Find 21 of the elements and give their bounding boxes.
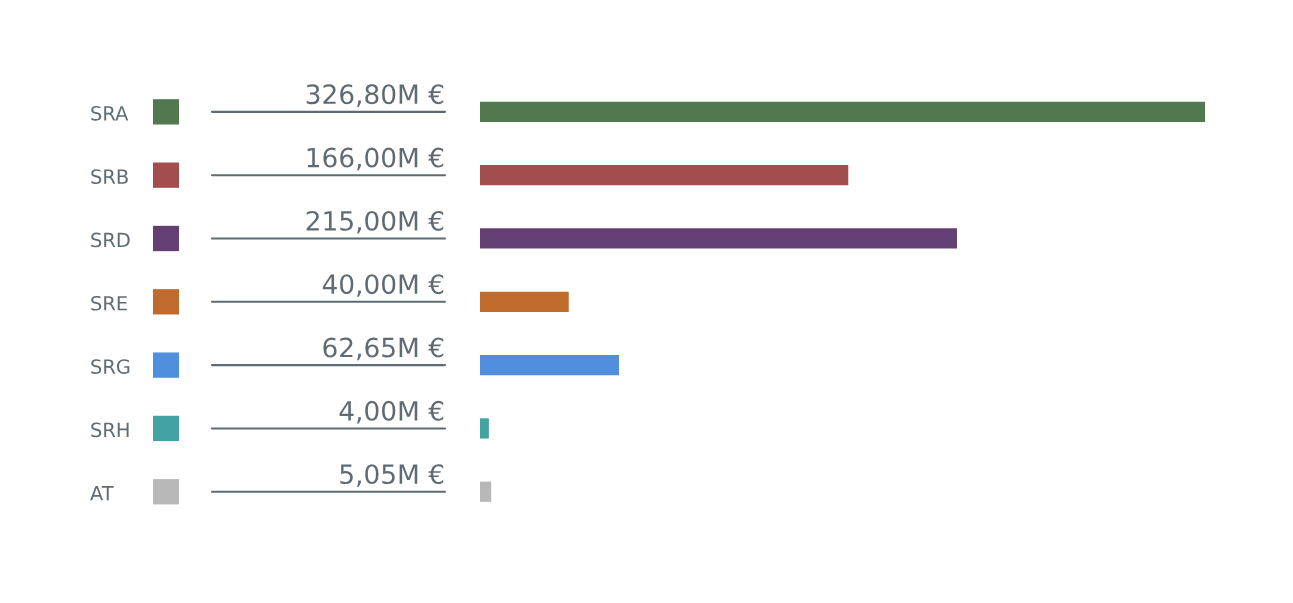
y-tick-label: SRE	[91, 295, 127, 311]
data-label: 4,00M €	[339, 400, 444, 424]
data-label: 215,00M €	[306, 210, 444, 234]
y-tick-label: SRG	[91, 359, 130, 374]
y-tick-label: SRH	[91, 422, 129, 438]
data-label: 5,05M €	[340, 464, 444, 487]
bar	[480, 418, 489, 439]
data-label: 166,00M €	[307, 147, 444, 171]
y-tick-label: SRA	[91, 105, 129, 121]
bar	[480, 354, 619, 376]
data-label: 40,00M €	[322, 274, 444, 297]
bar	[480, 101, 1205, 122]
bar	[480, 481, 492, 502]
y-tick-label: SRD	[91, 232, 130, 248]
data-label: 62,65M €	[323, 337, 444, 361]
bar	[480, 165, 849, 186]
y-tick-label: SRB	[91, 169, 128, 184]
data-label: 326,80M €	[306, 84, 444, 107]
bar	[480, 228, 957, 249]
bar	[480, 291, 569, 312]
y-tick-label: AT	[90, 486, 114, 501]
